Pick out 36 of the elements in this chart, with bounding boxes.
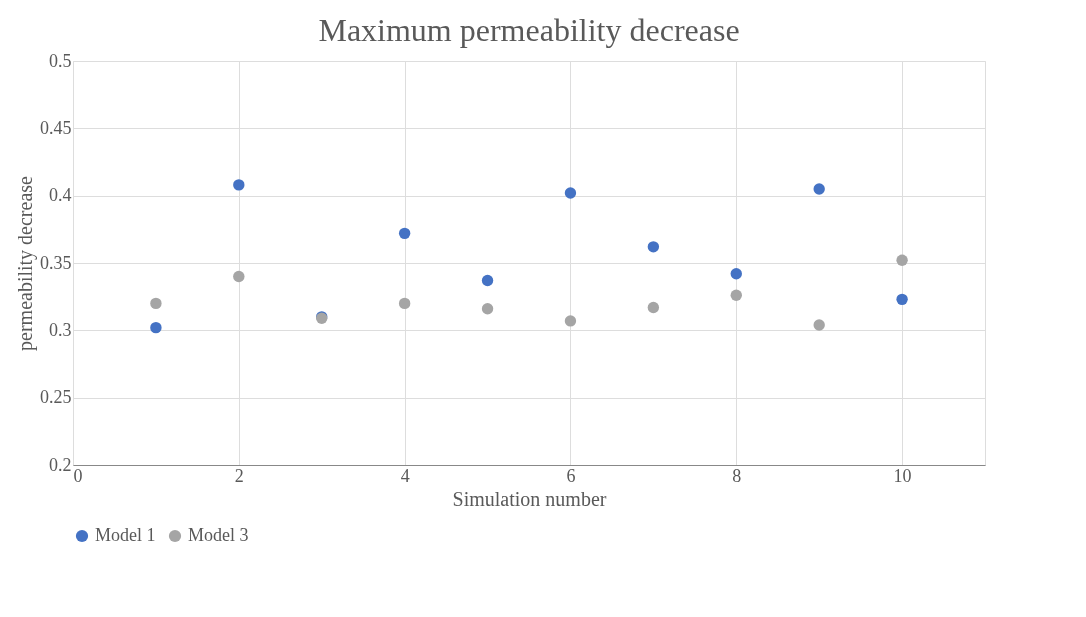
y-axis-title: permeability decrease [14,175,37,351]
y-tick-label: 0.2 [49,454,72,475]
point [730,268,742,280]
legend-label: Model 1 [95,525,156,545]
point [150,297,162,310]
point [896,293,908,306]
y-tick-label: 0.5 [49,50,72,71]
y-tick-label: 0.3 [49,319,72,340]
x-tick-label: 8 [732,465,742,486]
point [564,187,577,199]
x-tick-label: 4 [400,465,410,486]
point [564,315,577,327]
point [896,254,908,266]
point [813,319,825,331]
chart-title: Maximum permeability decrease [318,12,740,48]
point [481,303,494,315]
legend-label: Model 3 [188,525,249,545]
y-tick-label: 0.4 [49,185,72,206]
point [730,289,742,302]
point [233,270,245,283]
point [813,183,825,195]
x-axis-title: Simulation number [452,487,607,510]
x-tick-label: 0 [73,465,83,486]
point [398,297,411,310]
point [398,227,411,240]
point [647,301,660,314]
y-tick-label: 0.35 [40,252,72,273]
y-tick-label: 0.45 [40,117,72,138]
y-tick-label: 0.25 [40,387,72,408]
point [150,321,162,334]
point [233,179,245,191]
point [481,274,494,287]
x-tick-label: 2 [234,465,244,486]
point [647,241,660,253]
x-tick-label: 6 [566,465,576,486]
x-tick-label: 10 [893,465,912,486]
